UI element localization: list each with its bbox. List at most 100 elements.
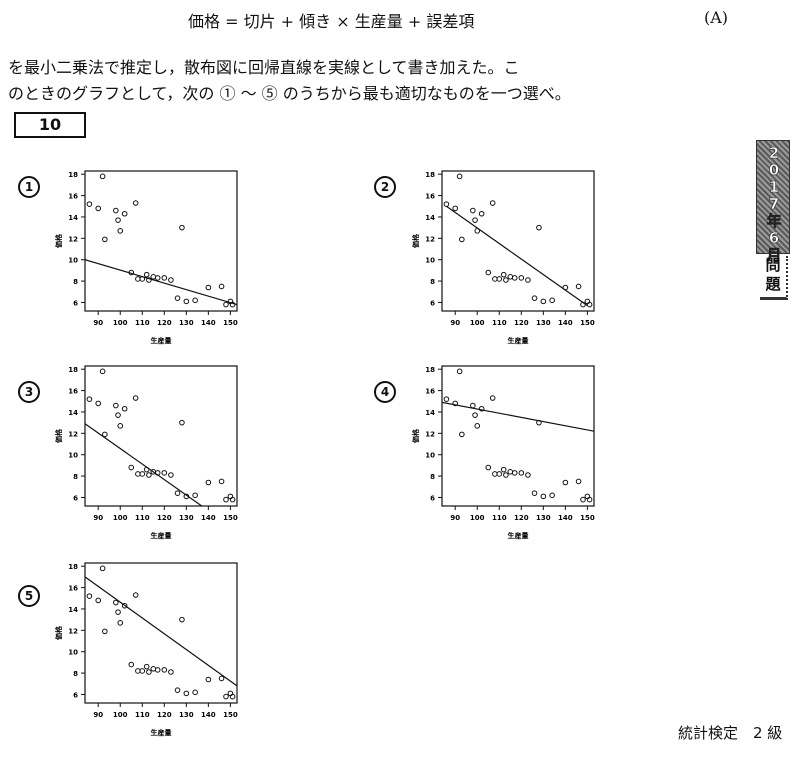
data-point xyxy=(121,405,128,412)
data-point xyxy=(485,464,492,471)
data-point xyxy=(99,565,106,572)
data-point xyxy=(99,368,106,375)
data-point xyxy=(161,667,168,673)
option-1-marker: 1 xyxy=(18,176,40,198)
scatter-plot-option-3: 6 8 10 12 14 16 18 90 100 110 120 130 140 150 生産量 価格 xyxy=(54,365,238,540)
x-tick-label: 100 xyxy=(470,514,485,522)
data-point xyxy=(99,173,106,180)
data-point xyxy=(113,402,119,409)
side-tab-year-text: 2 0 1 7 年 6 月 xyxy=(766,144,782,264)
x-tick-label: 150 xyxy=(223,514,238,522)
data-point xyxy=(531,295,538,301)
question-text-line-1: を最小二乗法で推定し，散布図に回帰直線を実線として書き加えた。こ xyxy=(8,58,520,77)
y-tick-label: 18 xyxy=(425,171,435,179)
y-axis-label: 価格 xyxy=(54,233,63,249)
data-point xyxy=(456,368,463,375)
data-point xyxy=(168,277,174,283)
data-point xyxy=(150,666,157,672)
data-point xyxy=(205,676,212,683)
x-tick-label: 100 xyxy=(470,319,485,327)
data-point xyxy=(489,200,496,206)
y-tick-label: 14 xyxy=(425,214,435,222)
y-tick-label: 12 xyxy=(425,430,435,438)
data-point xyxy=(95,400,102,407)
data-point xyxy=(443,396,450,402)
x-tick-label: 150 xyxy=(223,319,238,327)
x-tick-label: 140 xyxy=(558,319,573,327)
data-point xyxy=(139,668,146,674)
x-tick-label: 100 xyxy=(113,514,128,522)
y-tick-label: 16 xyxy=(68,388,78,396)
y-tick-label: 6 xyxy=(430,299,435,307)
data-point xyxy=(229,693,236,700)
data-point xyxy=(128,661,135,668)
x-tick-label: 110 xyxy=(135,514,150,522)
data-point xyxy=(500,466,507,473)
y-tick-label: 14 xyxy=(68,606,78,614)
x-tick-label: 110 xyxy=(135,711,150,719)
data-point xyxy=(168,472,174,478)
data-point xyxy=(86,396,93,402)
data-point xyxy=(472,217,478,223)
x-tick-label: 120 xyxy=(514,319,529,327)
footer-exam-label: 統計検定 2 級 xyxy=(678,724,783,742)
data-point xyxy=(540,493,547,500)
x-tick-label: 140 xyxy=(201,711,216,719)
y-axis-label: 価格 xyxy=(54,428,63,444)
data-point xyxy=(139,471,146,477)
x-tick-label: 140 xyxy=(201,514,216,522)
data-point xyxy=(525,277,531,283)
regression-line xyxy=(85,259,237,306)
y-tick-label: 6 xyxy=(430,494,435,502)
data-point xyxy=(518,275,525,281)
data-point xyxy=(218,283,225,290)
data-point xyxy=(132,395,139,401)
data-point xyxy=(174,687,181,693)
y-tick-label: 18 xyxy=(68,366,78,374)
x-tick-label: 120 xyxy=(157,319,172,327)
data-point xyxy=(478,405,485,412)
y-tick-label: 6 xyxy=(73,494,78,502)
data-point xyxy=(472,412,478,418)
y-tick-label: 14 xyxy=(68,409,78,417)
y-tick-label: 8 xyxy=(430,278,435,286)
y-tick-label: 16 xyxy=(68,585,78,593)
data-point xyxy=(456,173,463,180)
data-point xyxy=(223,301,229,308)
x-tick-label: 150 xyxy=(580,319,595,327)
data-point xyxy=(489,395,496,401)
data-point xyxy=(143,663,150,670)
data-point xyxy=(478,210,485,217)
x-tick-label: 120 xyxy=(157,711,172,719)
x-tick-label: 130 xyxy=(179,319,194,327)
data-point xyxy=(183,298,190,305)
data-point xyxy=(511,470,518,476)
y-tick-label: 10 xyxy=(68,649,78,657)
y-axis-label: 価格 xyxy=(411,233,420,249)
x-tick-label: 90 xyxy=(93,514,103,522)
data-point xyxy=(161,470,168,476)
data-point xyxy=(474,423,481,429)
data-point xyxy=(470,207,476,214)
data-point xyxy=(459,236,465,243)
data-point xyxy=(192,297,198,304)
data-point xyxy=(470,402,476,409)
data-point xyxy=(503,472,509,478)
x-axis-label: 生産量 xyxy=(508,336,529,345)
y-tick-label: 8 xyxy=(73,278,78,286)
data-point xyxy=(485,269,492,276)
y-tick-label: 10 xyxy=(425,452,435,460)
x-tick-label: 120 xyxy=(157,514,172,522)
data-point xyxy=(531,490,538,496)
data-point xyxy=(150,274,157,280)
x-tick-label: 90 xyxy=(450,514,460,522)
plot-frame xyxy=(84,170,238,312)
y-tick-label: 8 xyxy=(73,670,78,678)
data-point xyxy=(503,277,509,283)
data-point xyxy=(143,271,150,278)
y-tick-label: 10 xyxy=(68,452,78,460)
data-point xyxy=(179,616,185,623)
plot-frame xyxy=(84,562,238,704)
y-tick-label: 18 xyxy=(68,171,78,179)
x-tick-label: 130 xyxy=(536,514,551,522)
